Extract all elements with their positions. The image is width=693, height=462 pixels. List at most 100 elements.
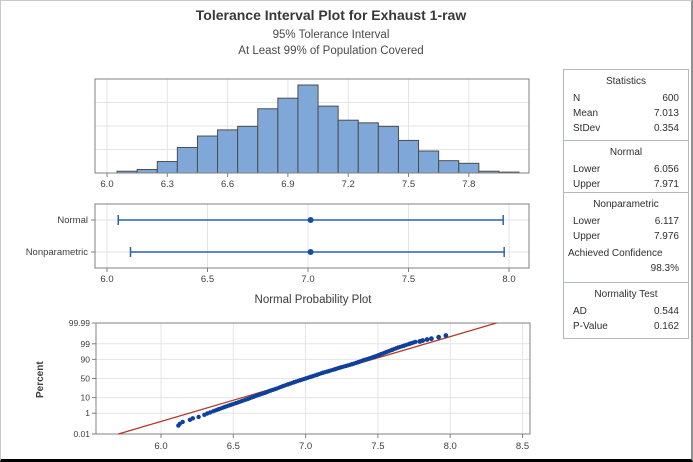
stats-row-value: 0.544 [653,306,679,317]
interval-center-marker [307,217,314,223]
histogram-bar [317,105,339,174]
x-tick-label: 6.3 [161,179,174,190]
stats-row-label: AD [573,306,587,317]
statistics-panel: Statistics N 600 Mean 7.013 StDev 0.354 Normal L… [563,69,689,339]
stats-row: Upper 7.976 [564,229,688,244]
histogram-bar [397,139,420,174]
y-tick-label: 90 [81,354,91,364]
stats-row-value: 6.056 [653,164,679,175]
histogram-bar [337,119,359,174]
x-tick-label: 6.9 [281,179,294,190]
x-tick-label: 7.5 [402,274,415,285]
achieved-confidence-label: Achieved Confidence [568,248,663,259]
histogram-bar [237,125,259,174]
interval-row-label: Nonparametric [26,247,89,258]
stats-section-header: Normal [609,147,643,158]
stats-row-label: StDev [573,123,601,134]
x-tick-label: 6.0 [154,441,167,452]
achieved-confidence-value: 98.3% [650,263,679,274]
x-tick-label: 6.6 [221,179,234,190]
stats-row-label: Lower [573,164,601,175]
tolerance-interval-chart: Normal Nonparametric 6.0 6.5 7.0 7.5 8.0 [26,203,530,285]
stats-row-value: 6.117 [654,216,679,227]
y-tick-label: 99.99 [69,318,91,328]
x-tick-label: 6.0 [100,274,113,285]
histogram-bar [176,146,198,174]
stats-section-header: Nonparametric [593,199,659,210]
y-tick-label: 99 [81,339,91,349]
stats-row: N 600 [564,91,688,106]
stats-section-header: Normality Test [594,289,658,300]
data-point [180,419,185,425]
histogram-bar [217,129,239,174]
x-tick-label: 8.0 [502,274,515,285]
stats-row: AD 0.544 [564,304,688,319]
histogram-bar [458,162,480,174]
probability-plot-title: Normal Probability Plot [254,294,372,306]
histogram-bar [377,125,399,174]
x-tick-label: 8.5 [516,441,529,452]
x-tick-label: 7.8 [462,179,475,190]
x-tick-label: 6.5 [227,441,240,452]
data-point [424,337,430,342]
stats-row: Lower 6.117 [564,214,688,229]
stats-row-label: Upper [573,179,601,190]
stats-section-nonparametric: Nonparametric Lower 6.117 Upper 7.976 Achieve… [564,192,688,282]
histogram-bar [357,122,379,174]
plot-border [94,78,530,174]
stats-row-label: N [573,93,581,104]
data-point [429,336,434,342]
histogram-bar [196,135,219,174]
stats-row: StDev 0.354 [564,121,688,136]
stats-row-label: Mean [573,108,599,119]
y-tick-label: 1 [85,408,90,418]
histogram-bar [438,160,460,174]
x-tick-label: 6.0 [100,179,113,190]
y-tick-label: 10 [81,393,91,403]
histogram-bar [277,97,299,174]
y-tick-label: 50 [81,374,91,384]
stats-row-label: Lower [573,216,601,227]
stats-row-value: 0.354 [653,123,679,134]
subtitle-tolerance-interval: 95% Tolerance Interval [272,29,390,41]
x-tick-label: 7.5 [371,441,384,452]
histogram-bar [418,150,440,174]
histogram-bar [297,84,319,174]
data-point [436,334,442,340]
stats-row-label: P-Value [573,321,608,332]
data-point [420,338,426,343]
x-tick-label: 7.0 [301,274,314,285]
stats-row-value: 0.162 [653,321,679,332]
probability-plot-chart: 6.0 6.5 7.0 7.5 8.0 8.5 0.01 1 10 50 90 99 99.99 [69,318,531,452]
subtitle-population-covered: At Least 99% of Population Covered [238,45,424,57]
stats-row: Upper 7.971 [564,177,688,192]
y-tick-label: 0.01 [73,429,90,439]
stats-row-value: 7.971 [653,179,679,190]
data-point [196,414,201,420]
page-title: Tolerance Interval Plot for Exhaust 1-ra… [195,7,467,23]
histogram-bar [136,168,158,174]
x-tick-label: 6.5 [201,274,214,285]
stats-row-value: 7.013 [653,108,679,119]
x-tick-label: 7.2 [342,179,355,190]
histogram-bar [257,108,279,174]
stats-section-normal: Normal Lower 6.056 Upper 7.971 [564,140,688,192]
plot-border [94,203,530,269]
x-tick-label: 8.0 [444,441,457,452]
interval-row-label: Normal [57,215,88,226]
stats-row-value: 600 [662,93,679,104]
stats-row: Mean 7.013 [564,106,688,121]
stats-row-label: Upper [573,231,601,242]
stats-row: Lower 6.056 [564,162,688,177]
data-point [190,416,196,421]
x-tick-label: 7.0 [299,441,312,452]
histogram-bar [156,161,178,174]
stats-section-header: Statistics [605,76,646,87]
stats-section-statistics: Statistics N 600 Mean 7.013 StDev 0.354 [564,70,688,140]
data-point [443,333,449,338]
stats-row-value: 7.976 [653,231,679,242]
x-tick-label: 7.5 [402,179,415,190]
data-point [413,339,418,344]
stats-section-normality-test: Normality Test AD 0.544 P-Value 0.162 [564,282,688,338]
